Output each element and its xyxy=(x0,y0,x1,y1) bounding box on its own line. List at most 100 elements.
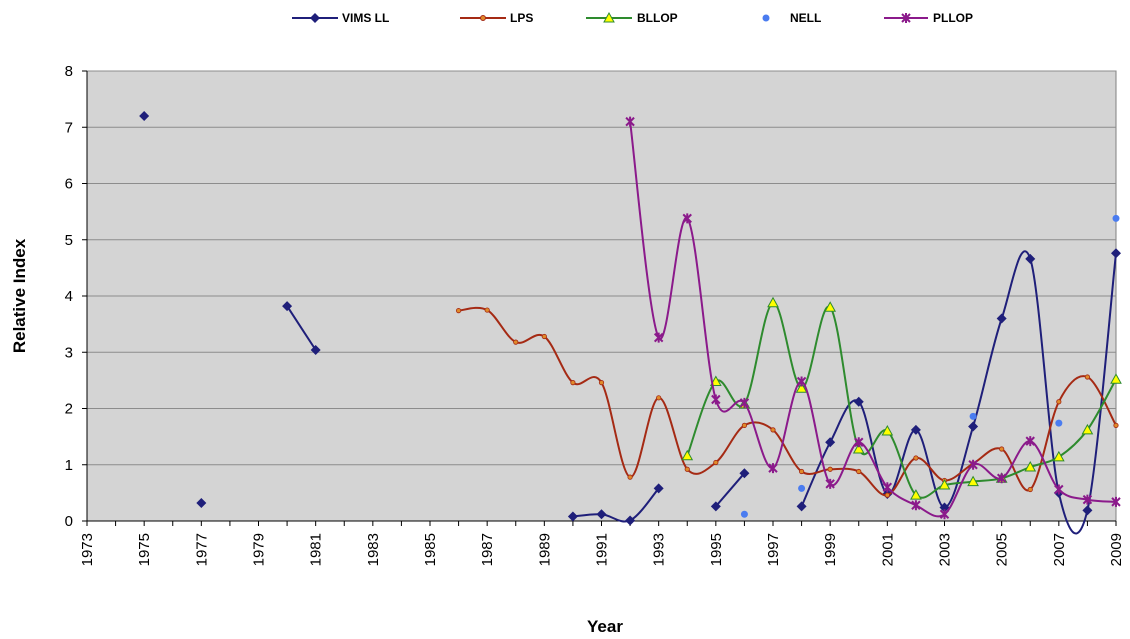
data-point xyxy=(455,308,462,314)
data-point xyxy=(824,301,837,312)
data-point xyxy=(910,489,922,500)
data-point xyxy=(796,501,807,512)
data-point xyxy=(798,484,806,492)
data-point xyxy=(938,478,951,490)
data-point xyxy=(884,492,890,498)
y-tick-label: 1 xyxy=(65,457,73,474)
data-point xyxy=(767,296,779,308)
data-point xyxy=(1056,399,1062,405)
data-point xyxy=(825,478,835,489)
data-point xyxy=(681,449,694,461)
data-point xyxy=(1110,373,1122,384)
y-tick-label: 2 xyxy=(65,401,73,418)
legend-item-lps: LPS xyxy=(460,11,533,25)
data-point xyxy=(1054,484,1064,495)
data-point xyxy=(713,459,719,466)
data-point xyxy=(625,515,636,526)
data-point xyxy=(911,500,921,511)
data-point xyxy=(881,424,894,436)
data-point xyxy=(711,394,721,405)
data-point xyxy=(996,313,1007,324)
y-axis: 0 1 2 3 4 5 6 7 8 xyxy=(65,63,88,530)
y-tick-label: 5 xyxy=(65,232,73,249)
data-point xyxy=(196,498,207,508)
x-tick-label: 2005 xyxy=(994,533,1011,566)
data-point xyxy=(939,509,950,520)
data-point xyxy=(853,396,864,407)
data-point xyxy=(139,111,150,121)
x-tick-label: 1985 xyxy=(422,533,439,566)
data-point xyxy=(999,446,1005,452)
legend-item-bllop: BLLOP xyxy=(586,11,678,25)
x-tick-label: 1999 xyxy=(822,533,839,566)
data-point xyxy=(740,510,748,518)
data-point xyxy=(1027,486,1033,493)
data-point xyxy=(795,382,808,393)
data-point xyxy=(1111,496,1121,507)
data-point xyxy=(627,474,633,480)
x-tick-label: 1997 xyxy=(765,533,782,566)
data-point xyxy=(282,301,293,312)
data-point xyxy=(513,339,519,345)
y-tick-label: 0 xyxy=(65,513,73,530)
series-group xyxy=(139,111,1122,535)
x-tick-label: 1989 xyxy=(536,533,553,566)
data-point xyxy=(598,380,605,386)
data-point xyxy=(796,376,807,387)
x-tick-label: 1995 xyxy=(708,533,725,566)
x-tick-label: 2003 xyxy=(937,533,954,566)
series-vims-ll xyxy=(139,111,1121,535)
data-point xyxy=(596,509,607,520)
data-point xyxy=(1025,253,1036,264)
data-point xyxy=(567,511,578,522)
data-point xyxy=(541,333,547,340)
data-point xyxy=(739,397,750,408)
series-line xyxy=(572,487,660,523)
data-point xyxy=(1082,494,1093,505)
series-pllop xyxy=(625,116,1121,520)
data-point xyxy=(856,468,862,475)
x-tick-label: 1993 xyxy=(651,533,668,566)
legend: VIMS LL LPS BLLOP NELL PLLOP xyxy=(292,11,973,25)
data-point xyxy=(996,473,1007,484)
data-point xyxy=(710,501,721,512)
x-axis-title: Year xyxy=(587,617,623,636)
data-point xyxy=(684,466,690,472)
data-point xyxy=(1081,423,1094,435)
series-line xyxy=(800,250,1117,535)
data-point xyxy=(625,116,635,127)
data-point xyxy=(968,459,978,470)
x-tick-label: 1981 xyxy=(308,533,325,566)
data-point xyxy=(913,455,919,461)
data-point xyxy=(852,442,865,454)
data-point xyxy=(682,213,692,224)
data-point xyxy=(653,332,664,343)
legend-label: BLLOP xyxy=(637,11,678,25)
data-point xyxy=(798,468,805,475)
data-point xyxy=(825,437,836,448)
data-point xyxy=(1111,248,1121,259)
x-tick-label: 1991 xyxy=(594,533,611,566)
legend-label: NELL xyxy=(790,11,821,25)
data-point xyxy=(910,424,921,435)
data-point xyxy=(1025,436,1035,447)
data-point xyxy=(656,395,662,401)
series-lps xyxy=(455,306,1119,498)
data-point xyxy=(653,483,664,494)
data-point xyxy=(1082,505,1093,516)
data-point xyxy=(939,502,950,513)
data-point xyxy=(570,380,576,386)
data-point xyxy=(770,427,776,433)
y-tick-label: 6 xyxy=(65,176,73,193)
x-tick-label: 1987 xyxy=(479,533,496,566)
y-tick-label: 7 xyxy=(65,119,73,136)
data-point xyxy=(968,421,979,432)
x-tick-label: 2001 xyxy=(879,533,896,566)
x-tick-label: 2009 xyxy=(1108,533,1125,566)
data-point xyxy=(484,307,490,313)
data-point xyxy=(310,345,321,355)
legend-item-vims-ll: VIMS LL xyxy=(292,11,389,25)
x-tick-label: 2007 xyxy=(1051,533,1068,566)
x-tick-label: 1975 xyxy=(136,533,153,566)
y-tick-label: 4 xyxy=(65,288,73,305)
